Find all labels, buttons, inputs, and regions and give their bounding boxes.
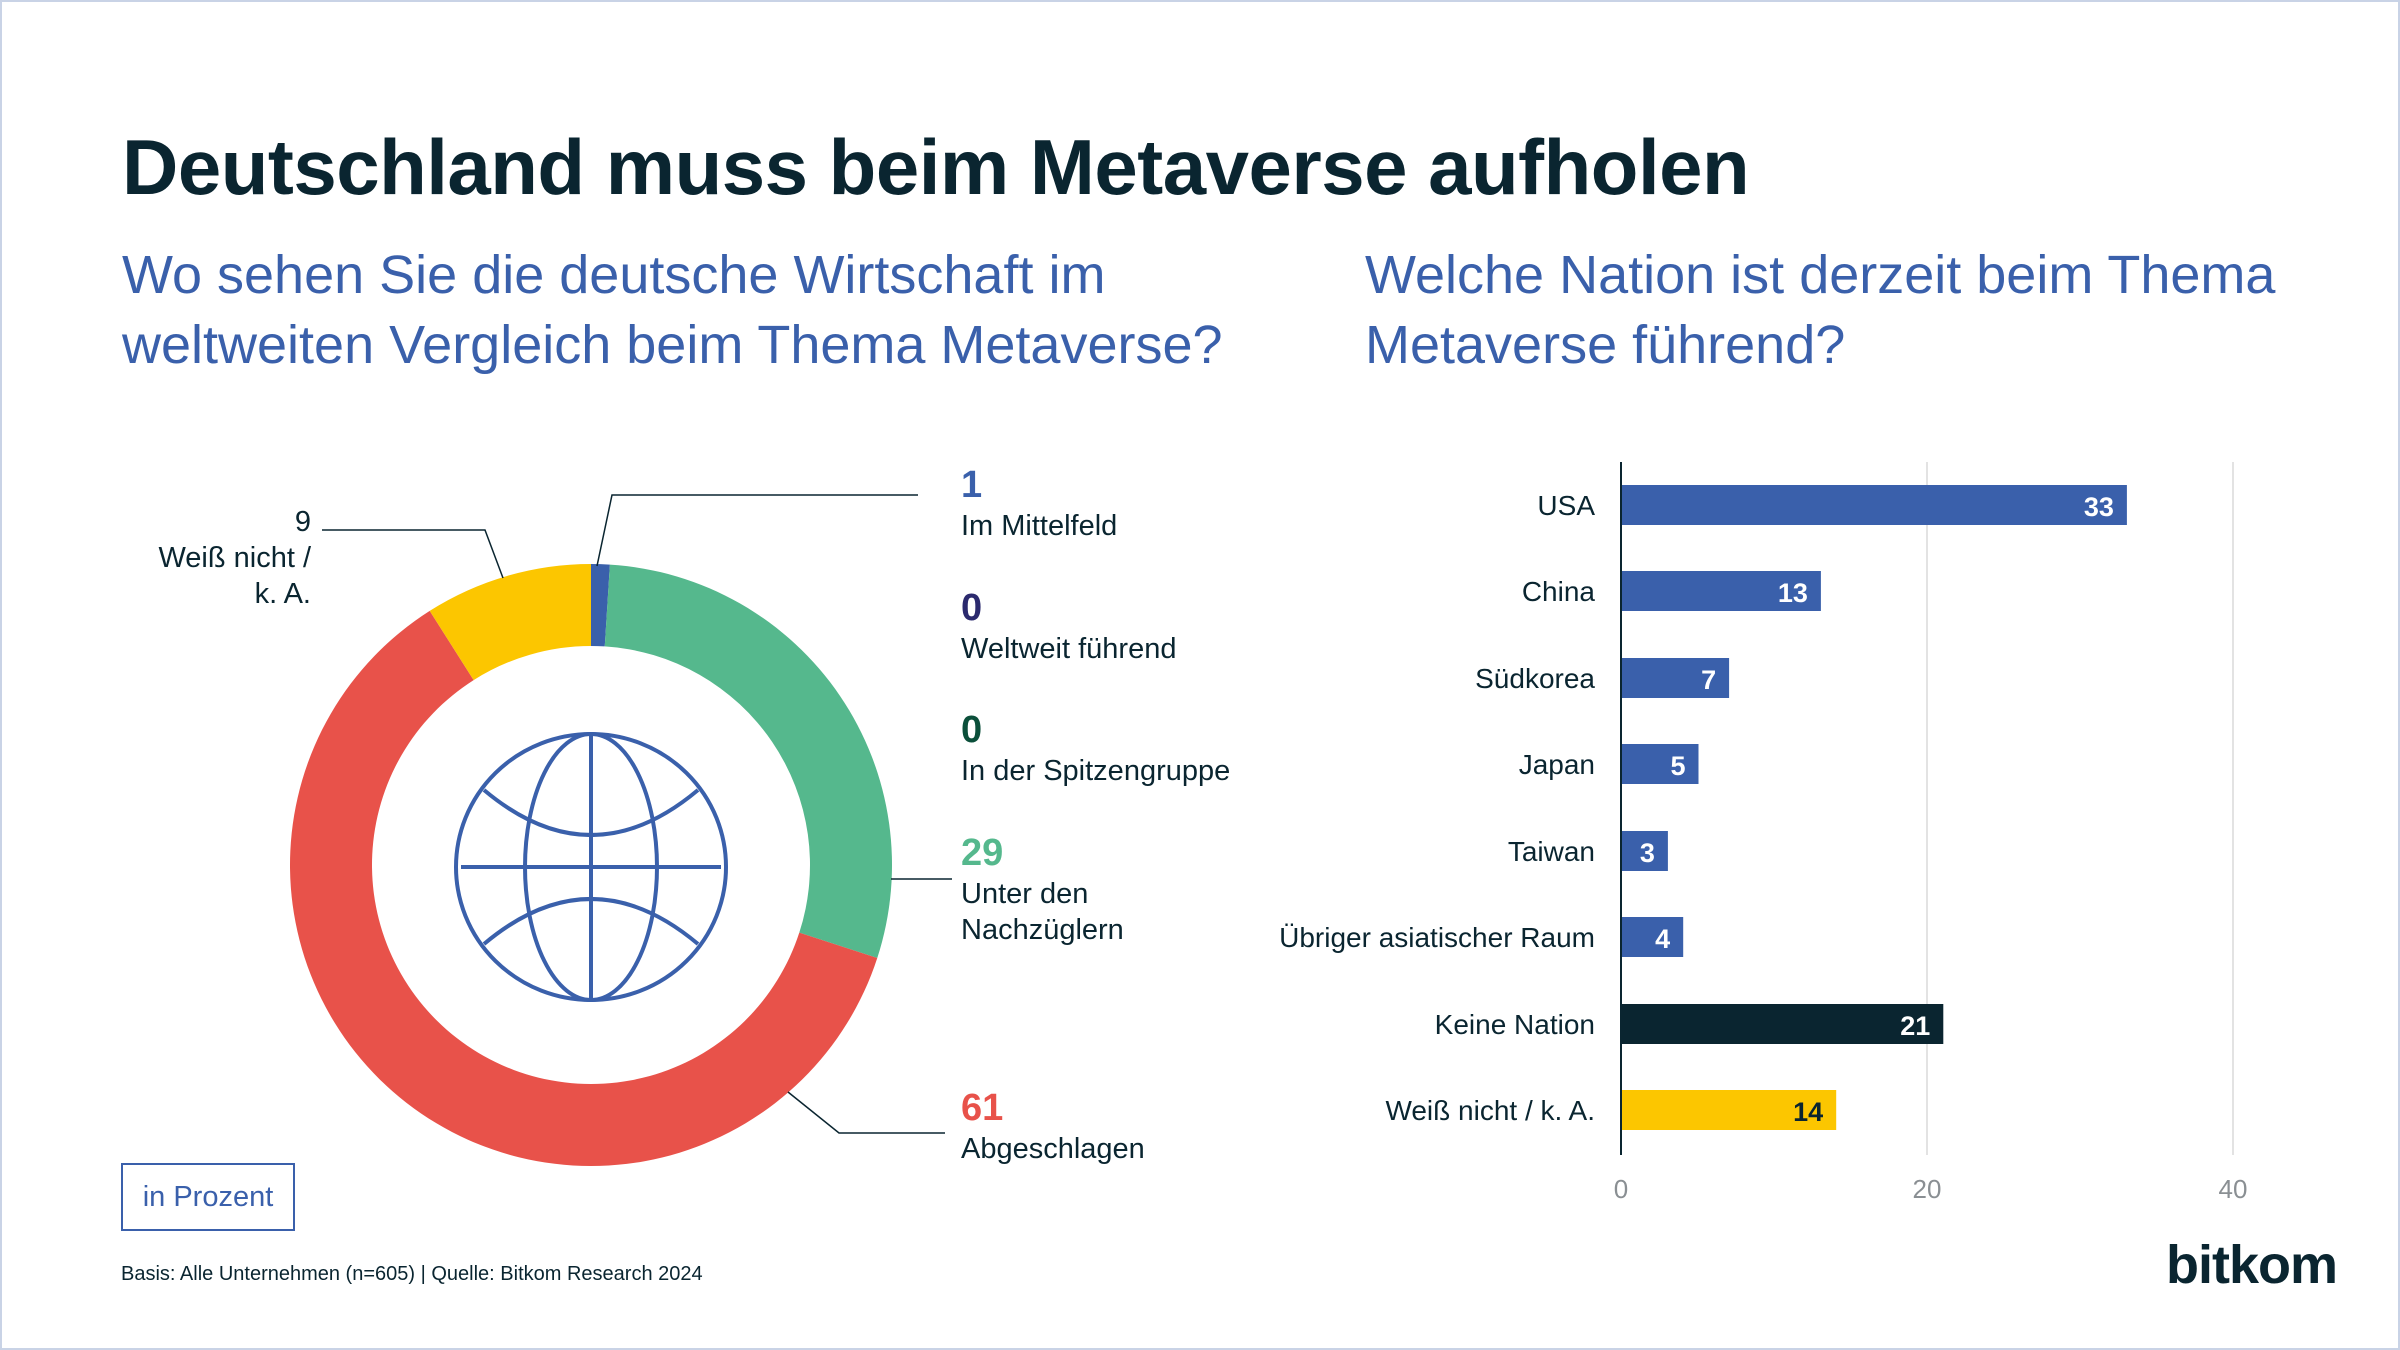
category-label: Übriger asiatischer Raum xyxy=(1279,922,1595,953)
slice-value: 1 xyxy=(961,464,983,506)
x-tick-label: 40 xyxy=(2219,1174,2248,1204)
legend-weiss-nicht: 9 Weiß nicht / k. A. xyxy=(131,504,311,612)
bar-übriger-asiatischer-raum xyxy=(1622,917,1684,957)
category-label: Weiß nicht / k. A. xyxy=(1385,1095,1595,1126)
bar-value-label: 3 xyxy=(1640,838,1655,868)
page-title: Deutschland muss beim Metaverse aufholen xyxy=(122,123,1750,211)
bar-keine-nation xyxy=(1622,1004,1944,1044)
slice-value: 61 xyxy=(961,1087,1004,1129)
slice-value: 0 xyxy=(961,587,983,629)
bar-südkorea xyxy=(1622,658,1730,698)
slice-label: Weltweit führend xyxy=(961,633,1177,665)
bar-value-label: 5 xyxy=(1670,751,1685,781)
leader-line xyxy=(596,494,918,567)
slice-value: 0 xyxy=(961,709,983,751)
donut-slice-im-mittelfeld xyxy=(591,564,610,647)
category-label: USA xyxy=(1537,490,1595,521)
globe-icon xyxy=(454,732,728,1002)
subtitle-left: Wo sehen Sie die deutsche Wirtschaft im … xyxy=(122,245,1223,375)
leader-line xyxy=(787,1091,945,1134)
bar-value-label: 21 xyxy=(1900,1011,1930,1041)
x-tick-label: 20 xyxy=(1913,1174,1942,1204)
legend-im-mittelfeld: 1 Im Mittelfeld xyxy=(961,462,1117,544)
slice-value: 29 xyxy=(961,832,1004,874)
category-label: Südkorea xyxy=(1475,663,1595,694)
bar-value-label: 7 xyxy=(1701,665,1716,695)
category-label: Japan xyxy=(1519,749,1595,780)
unit-box: in Prozent xyxy=(121,1163,295,1231)
bar-china xyxy=(1622,571,1821,611)
bar-value-label: 33 xyxy=(2084,492,2114,522)
slice-label: In der Spitzengruppe xyxy=(961,755,1231,787)
legend-spitzengruppe: 0 In der Spitzengruppe xyxy=(961,707,1230,789)
bar-value-label: 4 xyxy=(1655,924,1670,954)
legend-abgeschlagen: 61 Abgeschlagen xyxy=(961,1085,1145,1167)
donut-slice-abgeschlagen xyxy=(290,610,878,1166)
bitkom-logo: bitkom xyxy=(2166,1235,2338,1295)
bar-weiß-nicht-k-a- xyxy=(1622,1090,1837,1130)
bar-usa xyxy=(1622,485,2127,525)
legend-nachzuegler: 29 Unter den Nachzüglern xyxy=(961,830,1161,948)
x-tick-label: 0 xyxy=(1614,1174,1628,1204)
slice-label: Abgeschlagen xyxy=(961,1133,1145,1165)
legend-weltweit-fuehrend: 0 Weltweit führend xyxy=(961,585,1176,667)
category-label: China xyxy=(1522,576,1596,607)
bar-value-label: 14 xyxy=(1793,1097,1823,1127)
category-label: Taiwan xyxy=(1508,836,1595,867)
donut-slice-unter-den-nachzüglern xyxy=(604,564,892,959)
bar-taiwan xyxy=(1622,831,1668,871)
slice-label: Unter den Nachzüglern xyxy=(961,878,1124,946)
slice-label: Weiß nicht / k. A. xyxy=(158,542,311,610)
bar-japan xyxy=(1622,744,1699,784)
donut-slice-weiß-nicht-k-a- xyxy=(429,564,591,681)
slice-value: 9 xyxy=(294,506,311,538)
subtitle-right: Welche Nation ist derzeit beim Thema Met… xyxy=(1365,245,2276,375)
bar-value-label: 13 xyxy=(1778,578,1808,608)
leader-line xyxy=(322,529,504,579)
category-label: Keine Nation xyxy=(1435,1009,1595,1040)
source-footnote: Basis: Alle Unternehmen (n=605) | Quelle… xyxy=(121,1263,703,1285)
slice-label: Im Mittelfeld xyxy=(961,510,1118,542)
